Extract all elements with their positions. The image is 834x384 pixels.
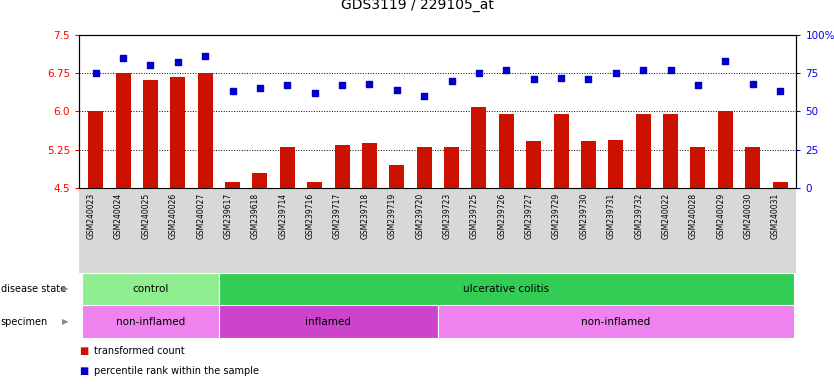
Point: [719, 58, 732, 64]
Text: ▶: ▶: [62, 317, 68, 326]
Bar: [772, 182, 787, 188]
Bar: [471, 107, 486, 188]
Text: GSM239731: GSM239731: [607, 192, 615, 238]
Bar: [581, 141, 596, 188]
Point: [609, 70, 622, 76]
Bar: [198, 73, 213, 188]
Text: GSM239732: GSM239732: [634, 192, 643, 238]
Text: GSM240027: GSM240027: [196, 192, 205, 238]
Bar: [438, 305, 794, 338]
Text: GSM239725: GSM239725: [470, 192, 479, 238]
Bar: [143, 79, 158, 188]
Text: non-inflamed: non-inflamed: [116, 316, 185, 327]
Text: GSM240025: GSM240025: [142, 192, 150, 238]
Text: GDS3119 / 229105_at: GDS3119 / 229105_at: [340, 0, 494, 12]
Text: GSM239727: GSM239727: [525, 192, 534, 238]
Point: [418, 93, 431, 99]
Text: specimen: specimen: [1, 316, 48, 327]
Bar: [499, 114, 514, 188]
Bar: [253, 173, 268, 188]
Text: GSM240023: GSM240023: [87, 192, 96, 238]
Point: [117, 55, 130, 61]
Text: GSM239714: GSM239714: [279, 192, 287, 238]
Bar: [691, 147, 706, 188]
Bar: [115, 73, 131, 188]
Bar: [225, 182, 240, 188]
Text: percentile rank within the sample: percentile rank within the sample: [94, 366, 259, 376]
Point: [527, 76, 540, 82]
Bar: [417, 147, 432, 188]
Bar: [362, 143, 377, 188]
Text: GSM239719: GSM239719: [388, 192, 397, 238]
Bar: [334, 145, 349, 188]
Bar: [279, 147, 294, 188]
Text: GSM239720: GSM239720: [415, 192, 425, 238]
Point: [472, 70, 485, 76]
Bar: [219, 273, 794, 305]
Bar: [170, 77, 185, 188]
Text: GSM240030: GSM240030: [744, 192, 752, 239]
Text: inflamed: inflamed: [305, 316, 351, 327]
Point: [555, 74, 568, 81]
Text: GSM239618: GSM239618: [251, 192, 260, 238]
Text: GSM239716: GSM239716: [305, 192, 314, 238]
Point: [308, 90, 321, 96]
Text: disease state: disease state: [1, 284, 66, 294]
Point: [171, 59, 184, 65]
Bar: [307, 182, 322, 188]
Point: [500, 67, 513, 73]
Bar: [636, 114, 651, 188]
Bar: [526, 141, 541, 188]
Text: GSM239726: GSM239726: [497, 192, 506, 238]
Bar: [444, 147, 459, 188]
Text: ■: ■: [79, 366, 88, 376]
Point: [664, 67, 677, 73]
Bar: [82, 305, 219, 338]
Text: GSM239718: GSM239718: [360, 192, 369, 238]
Text: ulcerative colitis: ulcerative colitis: [463, 284, 550, 294]
Text: GSM240031: GSM240031: [771, 192, 780, 238]
Point: [335, 82, 349, 88]
Text: non-inflamed: non-inflamed: [581, 316, 651, 327]
Bar: [88, 111, 103, 188]
Text: GSM239730: GSM239730: [580, 192, 589, 239]
Point: [363, 81, 376, 87]
Text: GSM240029: GSM240029: [716, 192, 726, 238]
Bar: [389, 165, 404, 188]
Point: [582, 76, 595, 82]
Point: [89, 70, 103, 76]
Bar: [608, 139, 623, 188]
Text: GSM239723: GSM239723: [443, 192, 451, 238]
Point: [226, 88, 239, 94]
Point: [390, 87, 404, 93]
Text: GSM239617: GSM239617: [224, 192, 233, 238]
Bar: [554, 114, 569, 188]
Text: GSM240022: GSM240022: [661, 192, 671, 238]
Point: [198, 53, 212, 59]
Point: [445, 78, 458, 84]
Text: GSM240024: GSM240024: [114, 192, 123, 238]
Text: GSM240026: GSM240026: [168, 192, 178, 238]
Text: ▶: ▶: [62, 285, 68, 293]
Bar: [718, 111, 733, 188]
Bar: [82, 273, 219, 305]
Text: GSM239717: GSM239717: [333, 192, 342, 238]
Bar: [745, 147, 761, 188]
Point: [746, 81, 759, 87]
Bar: [219, 305, 438, 338]
Text: GSM240028: GSM240028: [689, 192, 698, 238]
Point: [143, 62, 157, 68]
Text: ■: ■: [79, 346, 88, 356]
Point: [691, 82, 705, 88]
Point: [636, 67, 650, 73]
Bar: [663, 114, 678, 188]
Text: transformed count: transformed count: [94, 346, 185, 356]
Point: [254, 85, 267, 91]
Point: [280, 82, 294, 88]
Text: GSM239729: GSM239729: [552, 192, 561, 238]
Text: control: control: [133, 284, 168, 294]
Point: [773, 88, 786, 94]
